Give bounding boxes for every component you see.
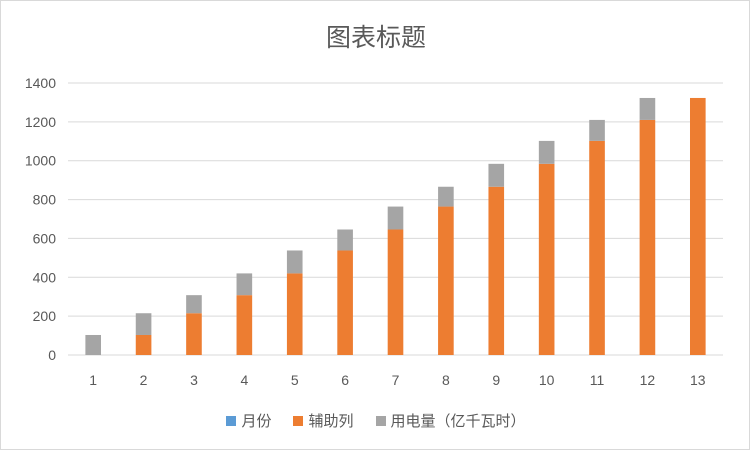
bar-power bbox=[337, 229, 353, 251]
x-tick-label: 8 bbox=[442, 372, 450, 388]
bar-power bbox=[438, 186, 454, 207]
bar-power bbox=[538, 140, 555, 164]
legend-label: 用电量（亿千瓦时） bbox=[390, 412, 526, 430]
bar-helper bbox=[387, 229, 404, 355]
legend-swatch bbox=[375, 415, 386, 426]
legend-swatch bbox=[293, 415, 304, 426]
bar-power bbox=[186, 295, 202, 314]
legend: 月份 辅助列 用电量（亿千瓦时） bbox=[0, 410, 752, 431]
legend-swatch bbox=[226, 415, 237, 426]
bar-power bbox=[589, 119, 605, 141]
bar-helper bbox=[186, 313, 202, 355]
bar-helper bbox=[589, 140, 605, 355]
bar-power bbox=[387, 206, 404, 230]
bar-helper bbox=[438, 206, 454, 355]
bar-helper bbox=[488, 186, 505, 355]
y-tick-label: 200 bbox=[33, 308, 57, 324]
x-tick-label: 9 bbox=[492, 372, 500, 388]
bar-power bbox=[639, 97, 656, 120]
bar-power bbox=[236, 273, 253, 296]
x-tick-label: 1 bbox=[89, 372, 97, 388]
bar-power bbox=[286, 250, 303, 274]
y-tick-label: 600 bbox=[33, 230, 57, 246]
x-tick-label: 3 bbox=[190, 372, 198, 388]
y-tick-label: 1400 bbox=[25, 75, 56, 91]
x-tick-label: 5 bbox=[291, 372, 299, 388]
bar-helper bbox=[135, 334, 152, 355]
y-tick-label: 1200 bbox=[25, 114, 56, 130]
y-tick-label: 400 bbox=[33, 269, 57, 285]
x-tick-label: 13 bbox=[690, 372, 706, 388]
y-tick-label: 0 bbox=[48, 347, 56, 363]
x-tick-label: 4 bbox=[240, 372, 248, 388]
legend-item-power: 用电量（亿千瓦时） bbox=[375, 410, 526, 431]
bar-helper bbox=[639, 119, 656, 356]
bar-helper bbox=[337, 250, 353, 355]
y-tick-label: 800 bbox=[33, 192, 57, 208]
legend-item-helper: 辅助列 bbox=[293, 410, 354, 431]
x-tick-label: 12 bbox=[640, 372, 656, 388]
x-tick-label: 11 bbox=[590, 372, 605, 388]
bar-helper bbox=[538, 163, 555, 355]
legend-item-month: 月份 bbox=[226, 410, 271, 431]
x-tick-label: 6 bbox=[341, 372, 349, 388]
bar-helper bbox=[286, 273, 303, 355]
legend-label: 辅助列 bbox=[308, 412, 354, 430]
x-tick-label: 7 bbox=[392, 372, 400, 388]
bar-power bbox=[85, 334, 102, 355]
bar-helper bbox=[689, 97, 706, 356]
chart-title: 图表标题 bbox=[325, 23, 426, 52]
x-tick-label: 2 bbox=[140, 372, 148, 388]
bar-power bbox=[135, 313, 152, 335]
bar-helper bbox=[236, 295, 253, 355]
bar-power bbox=[488, 163, 505, 187]
x-tick-label: 10 bbox=[539, 372, 555, 388]
y-tick-label: 1000 bbox=[25, 153, 56, 169]
legend-label: 月份 bbox=[241, 412, 272, 430]
